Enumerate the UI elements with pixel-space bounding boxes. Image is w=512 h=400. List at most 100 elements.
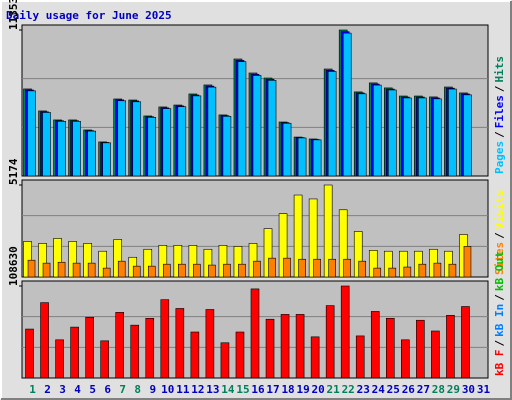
bar xyxy=(55,339,64,379)
bar xyxy=(358,260,367,278)
bar xyxy=(147,117,157,177)
bar xyxy=(163,263,171,278)
bar xyxy=(368,250,378,278)
bar xyxy=(113,239,123,278)
bar xyxy=(27,259,36,278)
bar xyxy=(147,265,156,278)
bar xyxy=(248,243,258,278)
bar xyxy=(68,241,77,278)
bar xyxy=(233,246,243,278)
x-tick-label: 9 xyxy=(149,383,156,396)
legend-entry: Sites xyxy=(493,242,506,275)
bar xyxy=(250,288,260,379)
bar xyxy=(117,260,126,278)
bar xyxy=(401,339,410,379)
x-tick-label: 29 xyxy=(447,383,460,396)
bar xyxy=(355,335,365,379)
bar xyxy=(237,61,247,177)
legend-separator: / xyxy=(493,232,506,239)
bar xyxy=(100,340,109,379)
bar xyxy=(143,248,153,278)
legend-separator: / xyxy=(493,340,506,347)
x-tick-label: 24 xyxy=(372,383,386,396)
x-tick-label: 16 xyxy=(251,383,265,396)
x-tick-label: 6 xyxy=(104,383,111,396)
legend: Pages / Files / Hits xyxy=(493,56,506,174)
x-tick-label: 7 xyxy=(119,383,126,396)
bar xyxy=(192,95,202,177)
y-tick-label: 108630 xyxy=(7,246,20,286)
bar xyxy=(145,317,155,379)
x-tick-label: 23 xyxy=(357,383,370,396)
legend-entry: Pages xyxy=(493,141,506,174)
bar xyxy=(357,93,367,177)
bar xyxy=(323,184,333,278)
bar xyxy=(57,121,66,177)
bar xyxy=(325,305,335,379)
x-tick-label: 18 xyxy=(281,383,294,396)
bar xyxy=(178,263,186,278)
bar xyxy=(115,312,125,379)
x-tick-label: 12 xyxy=(191,383,204,396)
x-tick-label: 2 xyxy=(44,383,51,396)
bar xyxy=(342,32,352,177)
x-tick-label: 31 xyxy=(477,383,491,396)
bar xyxy=(370,311,380,379)
bar xyxy=(85,316,94,379)
bar xyxy=(220,342,230,379)
bar xyxy=(383,250,393,278)
bar xyxy=(38,243,47,278)
bar xyxy=(283,257,291,278)
x-tick-label: 20 xyxy=(312,383,325,396)
bar xyxy=(385,317,395,379)
x-tick-label: 26 xyxy=(402,383,416,396)
x-tick-label: 1 xyxy=(29,383,36,396)
bar xyxy=(117,100,127,177)
bar xyxy=(222,116,232,177)
bar xyxy=(235,331,245,379)
bar xyxy=(446,315,455,379)
x-tick-label: 14 xyxy=(221,383,235,396)
legend-entry: kB In xyxy=(493,304,506,337)
bar xyxy=(98,250,107,278)
x-tick-label: 15 xyxy=(236,383,249,396)
bar xyxy=(403,97,412,177)
bar xyxy=(327,71,337,177)
bar xyxy=(83,243,92,278)
bar xyxy=(42,262,51,278)
bar xyxy=(72,121,81,177)
bar xyxy=(23,241,32,278)
legend: kB F / kB In / kB Out xyxy=(493,251,506,376)
legend-entry: kB Out xyxy=(493,251,506,291)
bar xyxy=(448,263,457,278)
chart-title: Daily usage for June 2025 xyxy=(6,9,172,22)
bar xyxy=(132,265,141,278)
bar xyxy=(203,248,213,278)
x-tick-label: 27 xyxy=(417,383,430,396)
bar xyxy=(416,319,425,379)
bar xyxy=(388,267,397,278)
bar xyxy=(340,285,350,379)
bar xyxy=(461,306,470,379)
bar xyxy=(40,302,49,379)
bar xyxy=(158,245,168,278)
legend-entry: Visits xyxy=(493,190,506,230)
bar xyxy=(312,139,322,177)
bar xyxy=(87,262,96,278)
bar xyxy=(238,263,246,278)
bar xyxy=(308,198,318,278)
x-tick-label: 22 xyxy=(342,383,355,396)
bar xyxy=(25,328,34,379)
bar xyxy=(253,260,261,278)
bar xyxy=(208,264,216,278)
bar xyxy=(387,89,397,177)
legend-separator: / xyxy=(493,85,506,92)
bar xyxy=(188,245,198,278)
x-tick-label: 25 xyxy=(387,383,400,396)
bar xyxy=(282,122,292,177)
legend-separator: / xyxy=(493,131,506,138)
bar xyxy=(298,258,306,278)
